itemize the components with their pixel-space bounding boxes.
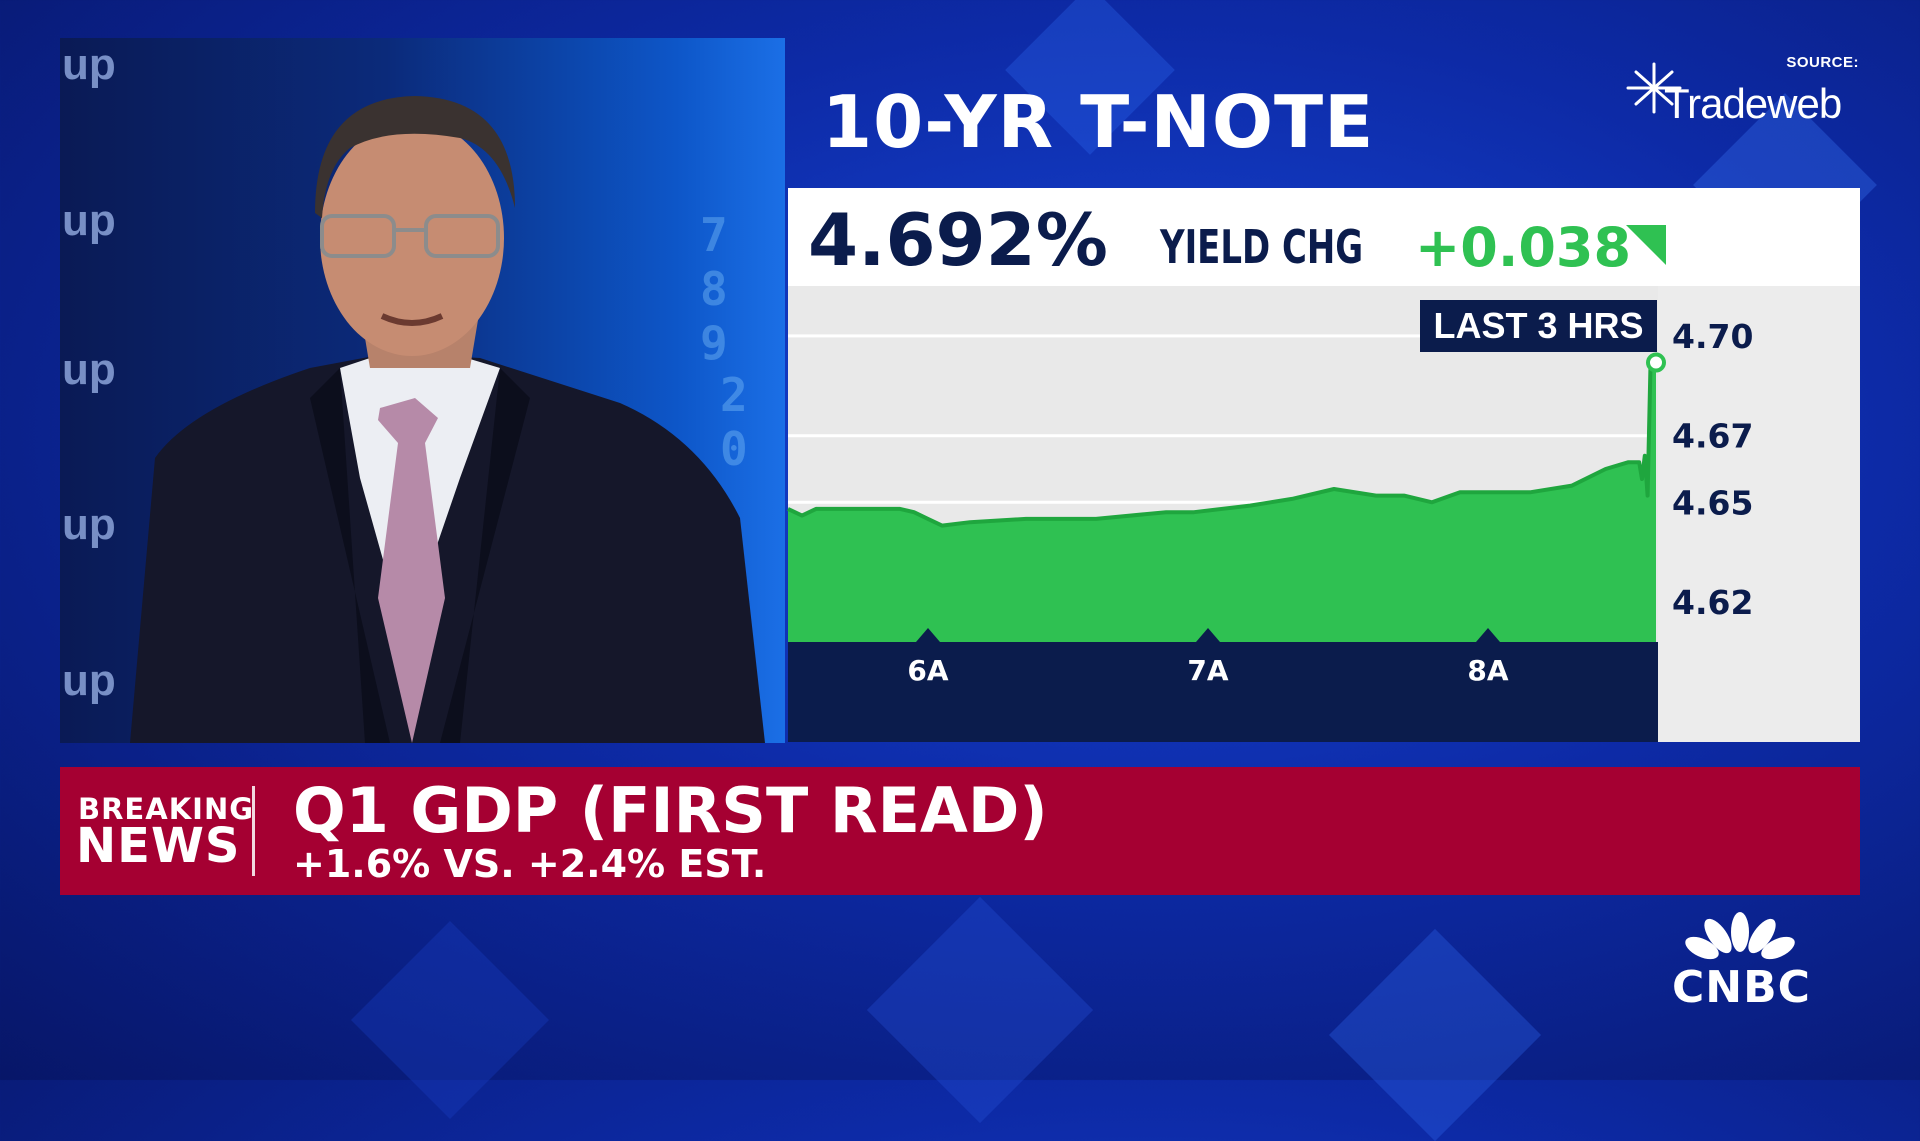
last-point-marker: [1646, 352, 1666, 373]
wall-text: up: [62, 345, 116, 394]
peacock-logo-icon: [1685, 912, 1795, 960]
breaking-label: BREAKING: [78, 792, 255, 826]
x-tick-label: 6A: [907, 654, 948, 687]
wall-text: up: [62, 656, 116, 705]
news-subline: +1.6% VS. +2.4% EST.: [293, 842, 767, 886]
yield-chart: 6A 7A 8A 4.62 4.65 4.67 4.70: [787, 317, 1753, 687]
series-area: [788, 362, 1656, 642]
y-axis-band: [1658, 286, 1860, 742]
range-badge: LAST 3 HRS: [1420, 300, 1657, 352]
source-label: SOURCE:: [1786, 54, 1859, 71]
breaking-news-bar: [60, 767, 1860, 895]
series-line: [787, 361, 1658, 528]
source-name: Tradeweb: [1664, 80, 1842, 127]
stat-bar: [788, 188, 1860, 286]
yield-change-value: +0.038: [1415, 216, 1632, 279]
x-tick-marker: [916, 628, 940, 642]
y-tick-label: 4.65: [1672, 483, 1753, 522]
yield-value: 4.692%: [808, 198, 1108, 282]
y-tick-label: 4.62: [1672, 583, 1753, 622]
wall-text: up: [62, 500, 116, 549]
x-tick-marker: [1196, 628, 1220, 642]
wall-text: up: [62, 196, 116, 245]
triangle-up-icon: [1626, 225, 1666, 265]
tradeweb-starburst-icon: [1626, 62, 1682, 114]
news-label: NEWS: [76, 818, 241, 874]
y-tick-label: 4.70: [1672, 317, 1753, 356]
x-axis-band: [788, 642, 1658, 742]
presenter-figure: [130, 96, 765, 743]
news-divider: [252, 786, 255, 876]
x-tick-marker: [1476, 628, 1500, 642]
chart-title: 10-YR T-NOTE: [822, 80, 1375, 164]
x-tick-label: 7A: [1187, 654, 1228, 687]
wall-text: up: [62, 40, 116, 89]
y-tick-label: 4.67: [1672, 417, 1753, 456]
x-tick-label: 8A: [1467, 654, 1508, 687]
news-headline: Q1 GDP (FIRST READ): [293, 774, 1048, 847]
yield-change-label: YIELD CHG: [1160, 220, 1364, 274]
network-name: CNBC: [1672, 962, 1811, 1013]
